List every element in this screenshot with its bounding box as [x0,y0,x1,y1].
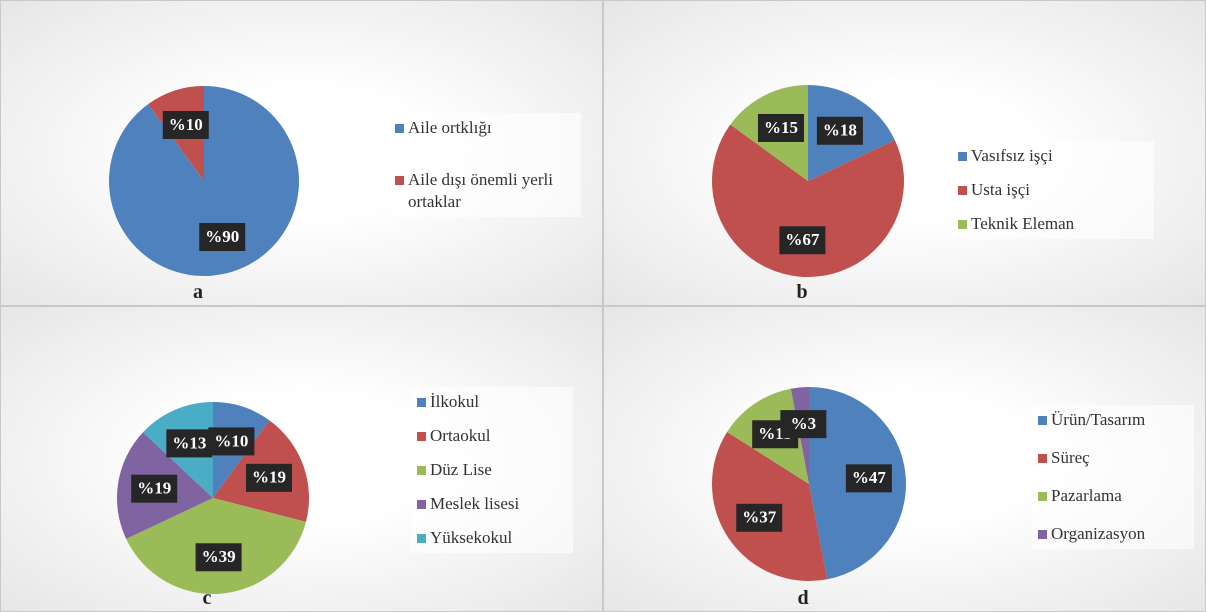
data-label: %19 [252,468,286,487]
legend-label: Ortaokul [430,426,491,445]
legend-label: Pazarlama [1051,486,1122,505]
data-label: %90 [205,227,239,246]
legend-item: Usta işçi [958,179,1148,201]
legend-label: Vasıfsız işçi [971,146,1053,165]
legend-label: Teknik Eleman [971,214,1075,233]
chart-panel: %10 %19 %39 %19 %13 c İlkokul Ortaokul Düz Lise M… [0,306,603,612]
data-label: %10 [169,115,203,134]
legend-item: Süreç [1038,447,1188,469]
chart: %18 %67 %15 b [712,85,904,303]
data-label: %19 [137,479,171,498]
data-label-box [246,463,293,492]
legend-label: Düz Lise [430,460,492,479]
chart: %10%19%39%19%13c [117,402,309,609]
legend-item: Ürün/Tasarım [1038,409,1188,431]
legend-swatch [395,124,404,133]
chart-title: d [797,587,808,609]
chart-panel: %47 %37 %13 %3 d Ürün/Tasarım Süreç Pazarlama Or… [603,306,1206,612]
chart-panel: %90 %10 a Aile ortklığı Aile dışı önemli yer… [0,0,603,306]
legend-swatch [395,176,404,185]
legend-label: Yüksekokul [430,528,513,547]
legend-label: Organizasyon [1051,524,1146,543]
data-label: %18 [823,121,857,140]
legend-item: Aile ortklığı [395,117,575,139]
data-label: %10 [214,431,248,450]
data-label: %3 [791,414,817,433]
legend-item: Yüksekokul [417,527,567,549]
data-label: %15 [764,118,798,137]
data-label-box [131,474,178,503]
legend-label: Aile ortklığı [408,118,492,137]
legend-item: Aile dışı önemli yerli ortaklar [395,169,575,213]
data-label: %13 [172,433,206,452]
data-label: %47 [852,468,887,487]
chart-title: a [193,281,203,303]
legend-item: Meslek lisesi [417,493,567,515]
legend-swatch [417,500,426,509]
legend-swatch [1038,530,1047,539]
chart-title: b [796,281,807,303]
chart: %47%37%13%3d [712,387,906,609]
legend-swatch [417,398,426,407]
data-label-box [845,464,892,493]
legend-label: İlkokul [430,392,480,411]
legend-label: Usta işçi [971,180,1031,199]
legend-item: Teknik Eleman [958,213,1148,235]
legend-swatch [1038,454,1047,463]
chart-title: c [203,587,212,609]
legend: Vasıfsız işçi Usta işçi Teknik Eleman [952,141,1154,239]
legend-swatch [958,152,967,161]
pie-slice [712,124,904,277]
legend-swatch [417,466,426,475]
data-label-box [195,543,242,572]
legend-label: Süreç [1051,448,1090,467]
legend-label: Meslek lisesi [430,494,520,513]
legend-label: Aile dışı önemli yerli ortaklar [408,170,553,211]
data-label-box [816,116,863,145]
data-label-box [162,110,209,139]
legend-swatch [1038,492,1047,501]
data-label-box [757,113,804,142]
legend: Aile ortklığı Aile dışı önemli yerli orta… [389,113,581,217]
data-label: %39 [202,547,236,566]
legend-swatch [1038,416,1047,425]
legend-item: Pazarlama [1038,485,1188,507]
data-label-box [779,226,826,255]
legend-label: Ürün/Tasarım [1051,410,1146,429]
legend-item: Vasıfsız işçi [958,145,1148,167]
legend: Ürün/Tasarım Süreç Pazarlama Organizasyon [1032,405,1194,549]
chart-panel: %18 %67 %15 b Vasıfsız işçi Usta işçi Teknik E… [603,0,1206,306]
data-label: %37 [742,508,777,527]
legend-item: İlkokul [417,391,567,413]
legend-swatch [417,432,426,441]
data-label: %67 [785,230,820,249]
legend-swatch [958,186,967,195]
data-label-box [736,503,783,532]
legend-item: Organizasyon [1038,523,1188,545]
data-label-box [166,429,213,458]
legend: İlkokul Ortaokul Düz Lise Meslek lisesi Yüks… [411,387,573,553]
legend-item: Ortaokul [417,425,567,447]
legend-swatch [417,534,426,543]
legend-item: Düz Lise [417,459,567,481]
legend-swatch [958,220,967,229]
data-label-box [199,223,246,252]
chart: %90 %10 a [109,86,299,303]
data-label-box [780,410,827,439]
data-label-box [208,427,255,456]
